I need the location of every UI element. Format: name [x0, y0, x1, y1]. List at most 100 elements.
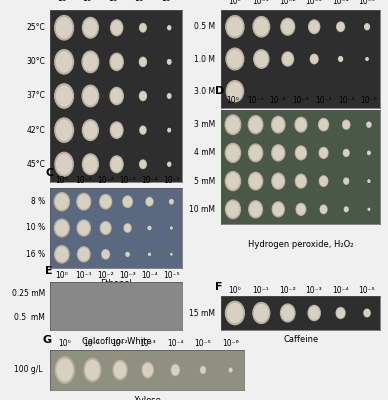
Circle shape [78, 195, 89, 208]
Circle shape [201, 367, 205, 373]
Circle shape [147, 198, 152, 205]
Text: 10⁻⁴: 10⁻⁴ [167, 339, 184, 348]
Circle shape [149, 254, 150, 255]
Circle shape [56, 18, 72, 38]
Circle shape [84, 358, 101, 382]
Circle shape [168, 128, 171, 132]
Circle shape [101, 223, 110, 233]
Circle shape [140, 161, 146, 168]
Circle shape [171, 254, 172, 255]
Text: G: G [43, 335, 52, 345]
Circle shape [77, 220, 90, 236]
Circle shape [228, 82, 242, 100]
Circle shape [55, 194, 68, 209]
Circle shape [272, 202, 284, 217]
Circle shape [273, 118, 284, 132]
Circle shape [227, 117, 239, 133]
Text: 10⁻¹: 10⁻¹ [82, 0, 98, 3]
Text: D: D [215, 86, 224, 96]
Circle shape [57, 154, 72, 174]
Text: 10⁻³: 10⁻³ [306, 0, 322, 6]
Circle shape [82, 154, 98, 174]
Circle shape [110, 156, 123, 172]
Circle shape [168, 26, 170, 29]
Circle shape [82, 85, 99, 107]
Circle shape [250, 146, 262, 160]
Text: 0.5 M: 0.5 M [194, 22, 215, 31]
Text: 10⁻²: 10⁻² [279, 286, 296, 295]
Circle shape [140, 24, 146, 31]
Circle shape [336, 308, 345, 318]
Circle shape [228, 50, 242, 68]
Text: 10⁻³: 10⁻³ [139, 339, 156, 348]
Circle shape [364, 310, 370, 316]
Circle shape [249, 201, 262, 218]
Circle shape [255, 52, 267, 66]
Circle shape [55, 152, 73, 176]
Circle shape [367, 122, 371, 127]
Circle shape [140, 127, 146, 134]
Circle shape [227, 145, 239, 161]
Circle shape [225, 200, 241, 218]
Circle shape [111, 55, 122, 69]
Text: Hydrogen peroxide, H₂O₂: Hydrogen peroxide, H₂O₂ [248, 240, 353, 249]
Circle shape [139, 92, 147, 100]
Circle shape [171, 227, 172, 229]
Text: 10⁻¹: 10⁻¹ [247, 96, 263, 106]
Circle shape [249, 144, 263, 162]
Circle shape [368, 208, 370, 210]
Circle shape [84, 122, 97, 138]
Circle shape [168, 163, 170, 166]
Circle shape [126, 252, 129, 256]
Circle shape [344, 150, 348, 156]
Text: 10⁻²: 10⁻² [97, 176, 114, 185]
Text: 25°C: 25°C [26, 23, 45, 32]
Circle shape [338, 23, 344, 31]
Circle shape [172, 365, 179, 375]
Circle shape [82, 120, 98, 140]
Circle shape [168, 94, 171, 98]
Circle shape [113, 360, 127, 380]
Circle shape [125, 224, 130, 232]
Circle shape [343, 121, 349, 128]
Text: 10⁻⁴: 10⁻⁴ [141, 176, 158, 185]
Circle shape [56, 86, 72, 106]
Circle shape [140, 58, 146, 66]
Circle shape [319, 148, 328, 158]
Circle shape [229, 368, 232, 372]
Circle shape [102, 250, 109, 258]
Circle shape [82, 51, 99, 73]
Circle shape [368, 152, 370, 154]
Text: 10⁻²: 10⁻² [108, 0, 125, 3]
Circle shape [343, 120, 350, 129]
Text: 10⁻²: 10⁻² [270, 96, 286, 106]
Text: Ethanol: Ethanol [100, 279, 132, 288]
Circle shape [171, 364, 179, 376]
Circle shape [320, 177, 327, 185]
Circle shape [273, 146, 284, 160]
Text: 10⁰: 10⁰ [57, 0, 70, 3]
Circle shape [140, 160, 146, 168]
Circle shape [368, 180, 370, 182]
Text: C: C [45, 168, 53, 178]
Text: 4 mM: 4 mM [194, 148, 215, 157]
Circle shape [101, 196, 111, 208]
Text: 10⁻⁵: 10⁻⁵ [359, 0, 375, 6]
Circle shape [249, 172, 263, 190]
Circle shape [227, 173, 239, 189]
Circle shape [343, 149, 349, 156]
Text: 10⁻³: 10⁻³ [119, 176, 136, 185]
Circle shape [123, 196, 132, 208]
Circle shape [250, 202, 261, 216]
Circle shape [170, 200, 173, 204]
Text: 10⁻³: 10⁻³ [134, 0, 151, 3]
Text: 10⁻⁴: 10⁻⁴ [315, 96, 332, 106]
Circle shape [55, 16, 73, 40]
Circle shape [168, 60, 171, 64]
Circle shape [142, 362, 153, 378]
Text: 10⁻⁵: 10⁻⁵ [194, 339, 211, 348]
Text: 10⁻²: 10⁻² [97, 271, 114, 280]
Text: 8 %: 8 % [31, 197, 45, 206]
Text: 10⁻⁴: 10⁻⁴ [332, 286, 349, 295]
Text: 10 mM: 10 mM [189, 205, 215, 214]
